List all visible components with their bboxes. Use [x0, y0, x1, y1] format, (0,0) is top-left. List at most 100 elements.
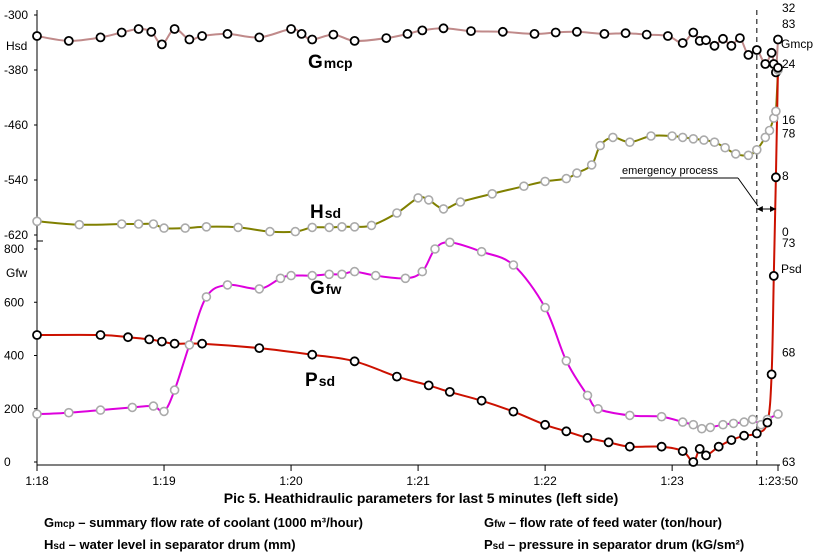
data-point-gmcp	[751, 45, 762, 55]
data-point-gmcp	[550, 27, 561, 38]
data-point-hsd	[699, 135, 709, 145]
data-point-gfw	[705, 422, 716, 433]
gfw-tick-label: 200	[4, 402, 24, 416]
data-point-hsd	[730, 149, 741, 159]
emergency-arrow-right	[770, 206, 776, 212]
data-point-gfw	[688, 419, 699, 430]
psd-tick-label: 78	[782, 127, 796, 141]
data-point-hsd	[608, 132, 618, 143]
data-point-gmcp	[32, 31, 42, 41]
data-point-gfw	[624, 410, 635, 421]
psd-tick-label: 73	[782, 236, 796, 250]
data-point-hsd	[743, 150, 754, 161]
data-point-gfw	[95, 405, 106, 415]
data-point-gfw	[127, 402, 138, 413]
data-point-psd	[656, 441, 667, 452]
data-point-hsd	[392, 208, 402, 218]
data-point-hsd	[709, 137, 720, 147]
data-point-gfw	[739, 417, 749, 427]
data-point-gfw	[159, 406, 169, 417]
data-point-gfw	[430, 244, 440, 254]
x-tick-label: 1:23	[660, 474, 684, 488]
data-point-gmcp	[184, 34, 195, 45]
data-point-psd	[95, 330, 106, 340]
data-point-psd	[677, 446, 688, 457]
data-point-gmcp	[254, 32, 265, 43]
series-label-hsd: Hsd	[310, 202, 341, 223]
data-point-psd	[476, 395, 487, 406]
data-point-psd	[688, 457, 699, 467]
data-point-gfw	[696, 423, 707, 434]
data-point-gfw	[593, 403, 603, 414]
gfw-axis-label: Gfw	[6, 266, 28, 280]
data-point-hsd	[349, 222, 360, 232]
data-point-hsd	[233, 222, 243, 233]
data-point-hsd	[180, 223, 190, 233]
data-point-hsd	[438, 204, 449, 214]
data-point-gmcp	[63, 36, 74, 46]
series-label-psd: Psd	[305, 370, 335, 391]
data-point-gmcp	[146, 26, 157, 37]
data-point-hsd	[133, 219, 144, 229]
gmcp-tick-label: 24	[782, 57, 796, 71]
data-point-hsd	[423, 195, 434, 205]
data-point-hsd	[159, 223, 169, 233]
data-point-hsd	[519, 181, 529, 191]
x-tick-label: 1:19	[152, 474, 176, 488]
data-point-gmcp	[169, 24, 180, 34]
data-point-hsd	[540, 176, 550, 187]
data-point-gmcp	[663, 31, 673, 41]
psd-axis-label: Psd	[781, 262, 802, 276]
x-tick-label: 1:20	[279, 474, 303, 488]
data-point-psd	[773, 62, 783, 73]
data-point-gfw	[476, 246, 487, 257]
data-point-hsd	[413, 193, 423, 203]
psd-tick-label: 63	[782, 455, 796, 469]
data-point-gmcp	[718, 33, 728, 44]
psd-tick-label: 83	[782, 17, 796, 31]
hsd-axis-label: Hsd	[6, 39, 27, 53]
x-tick-label: 1:22	[533, 474, 557, 488]
data-point-hsd	[487, 189, 498, 199]
data-point-gfw	[324, 269, 335, 280]
data-point-gmcp	[307, 34, 318, 45]
data-point-psd	[391, 371, 402, 382]
data-point-psd	[349, 356, 360, 367]
data-point-gfw	[307, 270, 318, 281]
legend-entry: Hsd – water level in separator drum (mm)	[44, 537, 296, 552]
data-point-gfw	[64, 407, 74, 418]
data-point-gmcp	[701, 35, 711, 46]
data-point-psd	[540, 419, 550, 430]
data-point-psd	[694, 443, 705, 454]
data-point-gfw	[184, 340, 195, 350]
data-point-psd	[701, 450, 711, 461]
data-point-psd	[123, 332, 133, 343]
hsd-tick-label: -620	[4, 228, 28, 242]
data-point-gfw	[417, 266, 428, 277]
data-point-gmcp	[438, 23, 449, 34]
legend-entry: Psd – pressure in separator drum (kG/sm²…	[484, 537, 744, 552]
data-point-gfw	[728, 418, 739, 429]
data-point-gfw	[400, 273, 411, 284]
data-point-psd	[762, 417, 773, 428]
data-point-hsd	[324, 222, 335, 233]
data-point-hsd	[116, 219, 127, 229]
data-point-hsd	[595, 140, 606, 151]
data-point-gfw	[747, 414, 758, 425]
data-point-gmcp	[402, 29, 413, 39]
data-point-gfw	[540, 302, 550, 313]
data-point-gmcp	[197, 31, 208, 41]
data-point-gmcp	[735, 33, 745, 43]
x-tick-label: 1:23:50	[758, 474, 798, 488]
series-label-gmcp: Gmcp	[308, 52, 353, 73]
data-point-hsd	[366, 220, 377, 231]
data-point-gmcp	[95, 32, 106, 43]
hsd-tick-label: -540	[4, 173, 28, 187]
data-point-psd	[423, 380, 434, 391]
data-point-gmcp	[286, 24, 297, 34]
data-point-psd	[144, 334, 155, 345]
emergency-arrow-left	[756, 206, 763, 212]
hsd-tick-label: -380	[4, 63, 28, 77]
data-point-gfw	[656, 411, 667, 422]
